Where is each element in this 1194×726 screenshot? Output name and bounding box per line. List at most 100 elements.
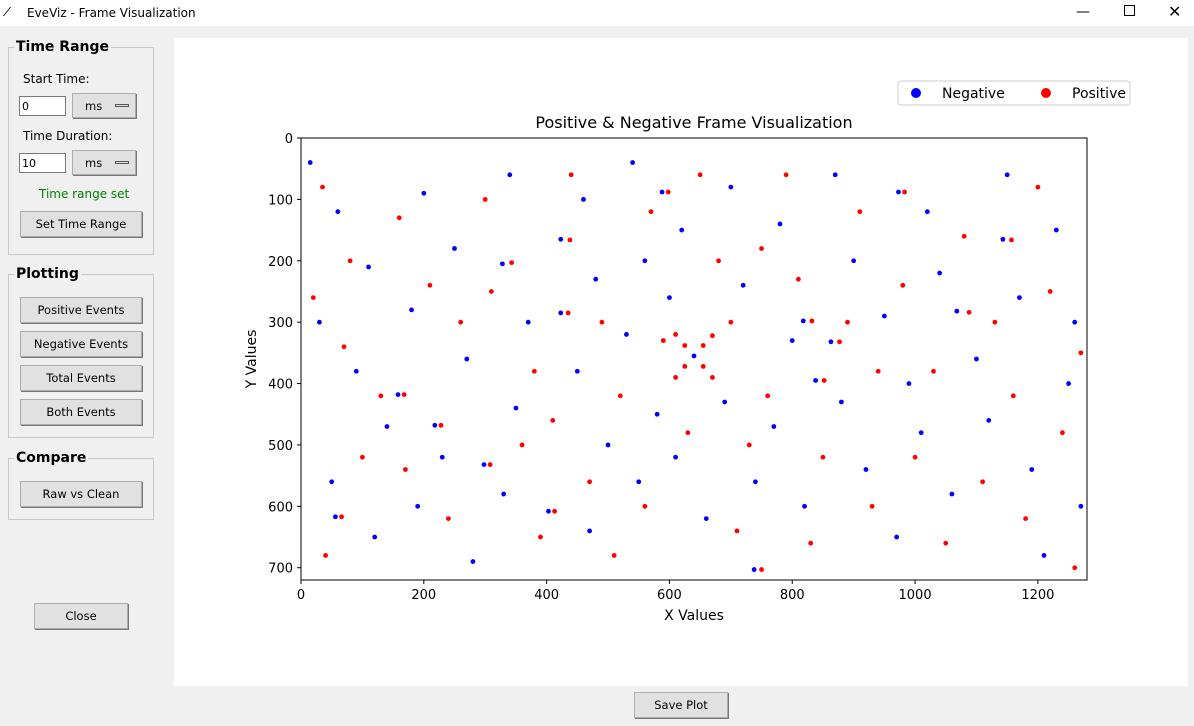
point — [813, 378, 818, 383]
y-tick-label: 600 — [268, 500, 293, 515]
y-tick-label: 100 — [268, 193, 293, 208]
point — [691, 353, 697, 359]
point — [703, 516, 709, 522]
point — [438, 422, 444, 428]
point — [896, 189, 901, 195]
point — [828, 339, 834, 345]
button[interactable]: Both Events — [20, 399, 142, 425]
point — [728, 319, 734, 325]
point — [809, 318, 815, 324]
point — [531, 368, 537, 374]
point — [378, 393, 384, 399]
point — [832, 172, 838, 178]
point — [432, 422, 438, 428]
point — [323, 553, 328, 558]
point — [395, 392, 401, 398]
point — [937, 270, 943, 276]
point — [795, 276, 801, 282]
point — [961, 233, 967, 239]
point — [341, 344, 347, 350]
point — [1004, 172, 1010, 178]
point — [673, 375, 678, 380]
label: Start Time: — [23, 72, 90, 86]
point — [630, 160, 635, 165]
point — [519, 442, 525, 448]
legend-label: Positive — [1072, 86, 1126, 102]
close-button[interactable]: Close — [34, 603, 128, 629]
save-plot-button[interactable]: Save Plot — [634, 692, 728, 718]
point — [837, 339, 842, 345]
point — [682, 363, 688, 369]
point — [445, 516, 451, 522]
point — [875, 368, 881, 374]
point — [722, 399, 728, 405]
point — [525, 319, 531, 325]
button[interactable]: Total Events — [20, 365, 142, 391]
point — [954, 308, 960, 314]
legend-label: Negative — [942, 86, 1005, 102]
point — [838, 399, 844, 405]
minimize-button[interactable]: — — [1076, 4, 1090, 20]
point — [565, 310, 571, 316]
point — [310, 295, 316, 301]
button[interactable]: Set Time Range — [20, 211, 142, 237]
point — [538, 534, 543, 540]
point — [599, 319, 605, 325]
point — [347, 258, 353, 264]
point — [360, 454, 365, 460]
point — [740, 282, 746, 288]
point — [1010, 393, 1016, 399]
point — [654, 411, 660, 417]
point — [550, 417, 556, 423]
point — [384, 424, 390, 429]
point — [700, 343, 706, 348]
y-tick-label: 200 — [268, 255, 293, 270]
point — [470, 559, 476, 564]
point — [1078, 503, 1084, 509]
button[interactable]: Raw vs Clean — [20, 481, 142, 507]
point — [1066, 381, 1071, 386]
maximize-button[interactable] — [1124, 5, 1135, 16]
point — [1029, 467, 1035, 472]
start-time-input[interactable]: 0 — [19, 96, 66, 116]
point — [918, 430, 924, 436]
point — [1023, 516, 1028, 522]
duration-unit-dropdown[interactable]: ms — [72, 150, 136, 175]
button[interactable]: Positive Events — [20, 297, 142, 323]
point — [986, 417, 992, 423]
point — [734, 528, 740, 534]
point — [611, 553, 617, 558]
plotting-group — [8, 274, 154, 438]
duration-input[interactable]: 10 — [19, 153, 66, 173]
point — [667, 295, 672, 301]
point — [1041, 553, 1047, 558]
close-window-button[interactable]: ✕ — [1168, 2, 1182, 21]
point — [685, 430, 691, 436]
point — [1053, 227, 1059, 233]
point — [1009, 237, 1014, 243]
point — [552, 508, 558, 514]
point — [845, 319, 850, 325]
point — [501, 491, 507, 497]
group-title: Time Range — [14, 39, 112, 55]
button[interactable]: Negative Events — [20, 331, 142, 357]
x-tick-label: 1200 — [1021, 588, 1054, 603]
point — [1017, 295, 1022, 301]
point — [665, 189, 671, 195]
point — [409, 307, 414, 313]
start-unit-dropdown[interactable]: ms — [72, 93, 136, 118]
point — [482, 196, 488, 202]
point — [753, 479, 758, 485]
legend-box — [897, 80, 1131, 106]
point — [439, 454, 445, 460]
point — [452, 246, 457, 251]
point — [869, 503, 875, 509]
point — [894, 534, 900, 540]
point — [402, 467, 408, 472]
point — [759, 567, 764, 572]
point — [710, 375, 715, 380]
title-bar: ⁄ EveViz - Frame Visualization — ✕ — [0, 0, 1194, 26]
point — [1035, 184, 1041, 190]
point — [746, 442, 752, 448]
y-tick-label: 500 — [268, 439, 293, 454]
